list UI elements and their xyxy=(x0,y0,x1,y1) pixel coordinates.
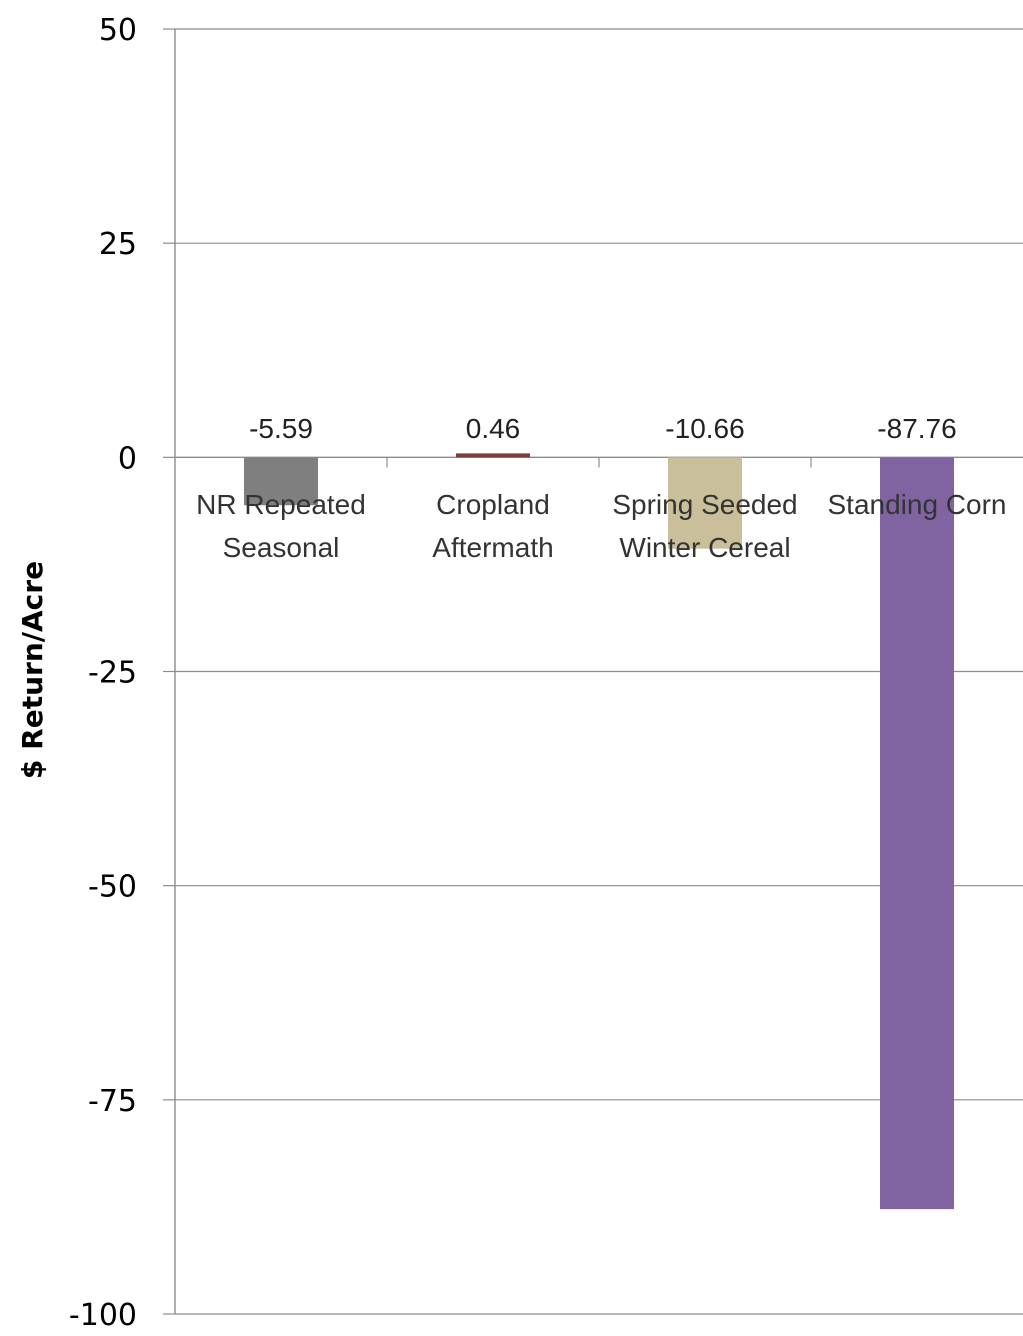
y-tick-label: -100 xyxy=(69,1298,137,1333)
category-label-line: Spring Seeded xyxy=(612,489,797,520)
y-tick-label: 0 xyxy=(118,441,137,476)
category-label: Cropland Aftermath xyxy=(432,489,553,563)
category-label: Standing Corn xyxy=(827,489,1006,520)
category-label-line: Seasonal xyxy=(223,532,340,563)
category-label-line: Standing Corn xyxy=(827,489,1006,520)
category-label: NR Repeated Seasonal xyxy=(196,489,366,563)
category-label-line: Cropland xyxy=(436,489,550,520)
category-labels: NR Repeated Seasonal Cropland Aftermath Spri… xyxy=(196,489,1006,563)
category-label: Spring Seeded Winter Cereal xyxy=(612,489,797,563)
y-tick-label: -25 xyxy=(88,656,137,691)
bar xyxy=(244,457,318,506)
data-label: -5.59 xyxy=(249,413,313,444)
category-label-line: NR Repeated xyxy=(196,489,366,520)
bars xyxy=(244,453,954,1210)
data-label: -10.66 xyxy=(665,413,744,444)
y-tick-labels: 50 25 0 -25 -50 -75 -100 xyxy=(69,13,137,1333)
y-tick-label: -50 xyxy=(88,870,137,905)
y-tick-label: -75 xyxy=(88,1084,137,1119)
bar xyxy=(456,453,530,458)
bar xyxy=(668,457,742,549)
bar xyxy=(880,457,954,1210)
data-labels: -5.59 0.46 -10.66 -87.76 xyxy=(249,413,957,444)
y-tick-label: 50 xyxy=(99,13,137,48)
y-tick-label: 25 xyxy=(99,227,137,262)
category-label-line: Aftermath xyxy=(432,532,553,563)
gridlines xyxy=(175,28,1023,1315)
data-label: 0.46 xyxy=(466,413,521,444)
data-label: -87.76 xyxy=(877,413,956,444)
category-label-line: Winter Cereal xyxy=(619,532,790,563)
y-axis-title: $ Return/Acre xyxy=(16,561,49,779)
